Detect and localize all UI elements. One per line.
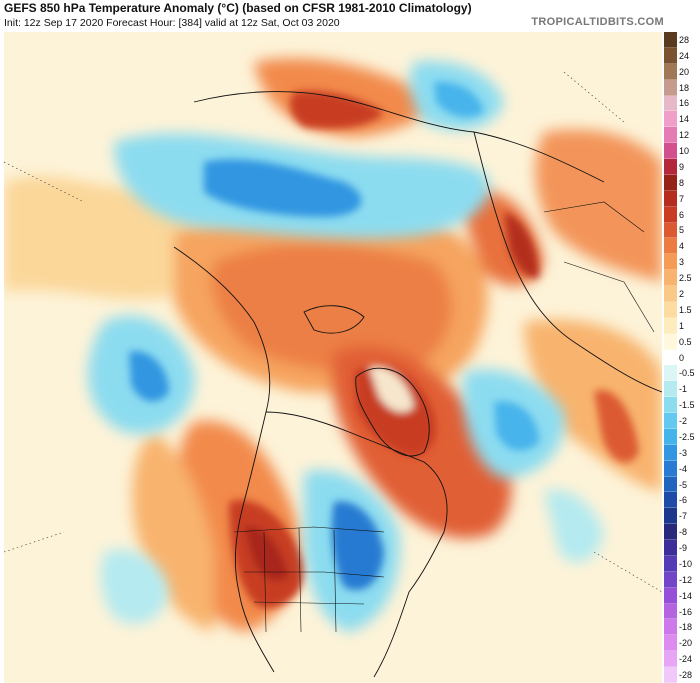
colorbar-swatch — [664, 619, 677, 636]
colorbar-tick-label: 2 — [679, 288, 685, 299]
colorbar-swatch — [664, 47, 677, 64]
colorbar-tick-label: 9 — [679, 161, 685, 172]
colorbar-swatch — [664, 524, 677, 541]
colorbar-swatch — [664, 174, 677, 191]
colorbar-tick-label: -1 — [679, 384, 688, 395]
political-borders — [233, 201, 655, 633]
colorbar-swatch — [664, 365, 677, 382]
colorbar-tick-label: 14 — [679, 114, 690, 125]
colorbar-swatch — [664, 397, 677, 414]
latitude-guides — [4, 71, 662, 593]
colorbar-swatch — [664, 63, 677, 80]
colorbar-swatch — [664, 349, 677, 366]
colorbar-swatch — [664, 206, 677, 223]
colorbar-tick-label: 0.5 — [679, 336, 692, 347]
colorbar-tick-label: 4 — [679, 241, 685, 252]
colorbar-tick-label: -6 — [679, 495, 688, 506]
colorbar-swatch — [664, 508, 677, 525]
colorbar-swatch — [664, 651, 677, 668]
map-subtitle: Init: 12z Sep 17 2020 Forecast Hour: [38… — [4, 17, 340, 29]
brand-watermark: TROPICALTIDBITS.COM — [531, 16, 664, 28]
coastlines — [173, 91, 662, 678]
colorbar-tick-label: -1.5 — [679, 400, 695, 411]
warm-anomaly-cores — [229, 90, 639, 608]
colorbar-tick-label: 2.5 — [679, 273, 692, 284]
colorbar-tick-label: 6 — [679, 209, 685, 220]
colorbar-swatch — [664, 635, 677, 652]
map-title: GEFS 850 hPa Temperature Anomaly (°C) (b… — [4, 1, 472, 15]
colorbar-tick-label: 3 — [679, 257, 685, 268]
colorbar-tick-label: -7 — [679, 511, 688, 522]
colorbar-swatch — [664, 587, 677, 604]
colorbar-tick-label: -14 — [679, 590, 693, 601]
colorbar-swatch — [664, 254, 677, 271]
anomaly-map — [4, 32, 662, 683]
colorbar-swatch — [664, 492, 677, 509]
colorbar-swatch — [664, 222, 677, 239]
colorbar-tick-label: -24 — [679, 654, 693, 665]
colorbar-swatch — [664, 540, 677, 556]
colorbar-swatch — [664, 317, 677, 334]
colorbar-swatch — [664, 428, 677, 445]
colorbar-tick-label: 20 — [679, 66, 690, 77]
colorbar-tick-label: 1.5 — [679, 304, 692, 315]
colorbar-swatch — [664, 460, 677, 477]
anomaly-colorbar: 28 24 20 18 16 14 12 10 9 8 7 6 5 4 3 2.5 2 1.5 1 0.5 0 -0.5 -… — [663, 32, 700, 683]
colorbar-swatch — [664, 111, 677, 128]
colorbar-tick-label: -12 — [679, 574, 693, 585]
colorbar-tick-label: -4 — [679, 463, 688, 474]
colorbar-swatch — [664, 32, 677, 48]
colorbar-tick-label: 0 — [679, 352, 685, 363]
colorbar-tick-label: 28 — [679, 34, 690, 45]
colorbar-swatch — [664, 571, 677, 588]
colorbar-swatch — [664, 95, 677, 112]
colorbar-tick-label: -3 — [679, 447, 688, 458]
colorbar-tick-label: -8 — [679, 527, 688, 538]
colorbar-swatch — [664, 190, 677, 207]
colorbar-swatch — [664, 143, 677, 160]
colorbar-swatch — [664, 159, 677, 175]
colorbar-swatch — [664, 301, 677, 318]
colorbar-tick-label: 5 — [679, 225, 685, 236]
colorbar-swatch — [664, 555, 677, 572]
colorbar-swatch — [664, 270, 677, 287]
colorbar-swatch — [664, 381, 677, 398]
colorbar-tick-label: 8 — [679, 177, 685, 188]
colorbar-tick-label: 16 — [679, 98, 690, 109]
colorbar-swatch — [664, 79, 677, 96]
colorbar-tick-label: -16 — [679, 606, 693, 617]
colorbar-tick-label: 10 — [679, 146, 690, 157]
colorbar-tick-label: 18 — [679, 82, 690, 93]
colorbar-tick-label: -2 — [679, 416, 688, 426]
colorbar-tick-label: -20 — [679, 638, 693, 649]
colorbar-tick-label: -5 — [679, 479, 688, 490]
colorbar-swatch — [664, 603, 677, 620]
colorbar-tick-label: 7 — [679, 193, 685, 204]
colorbar-tick-label: -0.5 — [679, 368, 695, 379]
colorbar-swatch — [664, 238, 677, 255]
colorbar-tick-label: 1 — [679, 320, 685, 331]
colorbar-swatch — [664, 333, 677, 350]
colorbar-tick-label: 12 — [679, 130, 690, 141]
colorbar-tick-label: -10 — [679, 558, 693, 569]
colorbar-tick-label: -2.5 — [679, 431, 695, 442]
colorbar-tick-label: -28 — [679, 670, 693, 681]
colorbar-swatch — [664, 413, 677, 429]
colorbar-tick-label: 24 — [679, 50, 690, 61]
colorbar-tick-label: -9 — [679, 543, 688, 554]
colorbar-swatch — [664, 127, 677, 144]
colorbar-swatch — [664, 476, 677, 493]
cool-anomaly-cores — [129, 81, 539, 591]
colorbar-tick-label: -18 — [679, 622, 693, 633]
colorbar-swatch — [664, 286, 677, 302]
colorbar-swatch — [664, 667, 677, 683]
colorbar-swatch — [664, 444, 677, 461]
